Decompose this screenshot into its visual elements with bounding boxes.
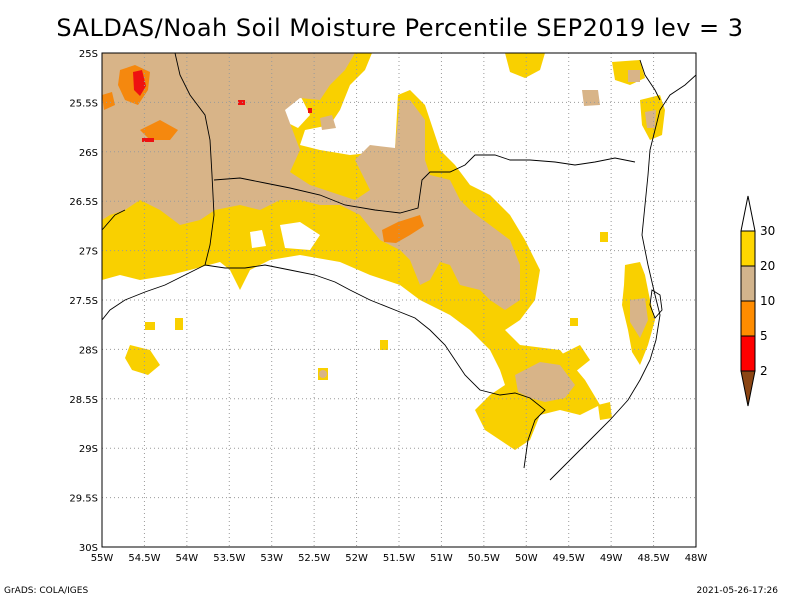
x-tick-label: 54.5W bbox=[128, 553, 160, 564]
class-5-10-patch-west bbox=[140, 120, 178, 140]
legend-label-10: 10 bbox=[760, 294, 775, 308]
y-tick-label: 27.5S bbox=[69, 296, 98, 307]
map-gridlines bbox=[102, 53, 696, 547]
y-tick-label: 27S bbox=[79, 247, 98, 258]
y-tick-label: 25.5S bbox=[69, 98, 98, 109]
political-boundaries bbox=[102, 53, 696, 481]
coastline-lagoon bbox=[639, 59, 661, 101]
x-tick-label: 51W bbox=[430, 553, 453, 564]
class-10-20-patch-coast-north bbox=[645, 110, 656, 128]
class-10-20-patch-coast bbox=[630, 298, 648, 338]
y-tick-label: 28S bbox=[79, 345, 98, 356]
gap-hole-3 bbox=[250, 230, 266, 248]
class-2-5-speck bbox=[308, 108, 312, 113]
x-tick-label: 49.5W bbox=[553, 553, 585, 564]
class-2-5-patch-center bbox=[238, 100, 245, 105]
boundary-uruguay bbox=[102, 264, 206, 321]
color-legend: 30 20 10 5 2 bbox=[740, 195, 775, 407]
legend-cap-top bbox=[740, 195, 756, 232]
class-10-20-patch-north-1 bbox=[582, 90, 600, 106]
y-tick-label: 29S bbox=[79, 444, 98, 455]
class-20-30-speck-2 bbox=[145, 322, 155, 330]
x-tick-label: 52W bbox=[345, 553, 368, 564]
footer-timestamp: 2021-05-26-17:26 bbox=[696, 586, 779, 596]
boundary-argentina-west bbox=[102, 209, 126, 231]
class-20-30-patch-southeast bbox=[560, 345, 590, 372]
class-20-30-speck-1 bbox=[175, 318, 183, 330]
legend-swatch-5-10 bbox=[740, 300, 756, 337]
class-10-20-region-northwest bbox=[102, 53, 520, 310]
soil-moisture-field bbox=[102, 53, 665, 450]
legend-swatch-10-20 bbox=[740, 265, 756, 302]
class-10-20-patch-north-2 bbox=[628, 70, 640, 82]
x-tick-label: 50.5W bbox=[468, 553, 500, 564]
legend-swatch-20-30 bbox=[740, 230, 756, 267]
coastline-island bbox=[649, 289, 663, 319]
legend-label-5: 5 bbox=[760, 329, 768, 343]
boundary-santa-catarina-rio-grande bbox=[204, 264, 546, 469]
x-tick-label: 52.5W bbox=[298, 553, 330, 564]
y-tick-label: 28.5S bbox=[69, 395, 98, 406]
x-tick-label: 48W bbox=[685, 553, 708, 564]
x-tick-label: 53W bbox=[260, 553, 283, 564]
footer-credit: GrADS: COLA/IGES bbox=[4, 586, 89, 596]
y-axis-tick-labels: 25S 25.5S 26S 26.5S 27S 27.5S 28S 28.5S 29S 29.5S… bbox=[69, 49, 98, 554]
legend-label-30: 30 bbox=[760, 224, 775, 238]
class-2-5-patch-west bbox=[142, 138, 154, 142]
y-tick-label: 25S bbox=[79, 49, 98, 60]
y-tick-label: 30S bbox=[79, 543, 98, 554]
x-tick-label: 49W bbox=[600, 553, 623, 564]
class-2-5-patch-northwest bbox=[133, 70, 146, 96]
class-10-20-speck bbox=[319, 370, 327, 378]
class-20-30-speck-6 bbox=[570, 318, 578, 326]
coastline-atlantic bbox=[549, 74, 696, 481]
y-tick-label: 26S bbox=[79, 148, 98, 159]
class-20-30-patch-north-center bbox=[505, 53, 545, 78]
class-20-30-speck-3 bbox=[380, 340, 388, 350]
class-20-30-patch-south bbox=[598, 402, 612, 420]
y-tick-label: 26.5S bbox=[69, 197, 98, 208]
x-axis-tick-labels: 55W 54.5W 54W 53.5W 53W 52.5W 52W 51.5W 51W 50.5W… bbox=[91, 553, 708, 564]
x-tick-label: 55W bbox=[91, 553, 114, 564]
class-10-20-patch-center bbox=[320, 115, 336, 130]
class-5-10-patch-center bbox=[382, 215, 424, 243]
x-tick-label: 53.5W bbox=[213, 553, 245, 564]
class-10-20-region-south bbox=[515, 362, 575, 402]
gap-hole-2 bbox=[280, 222, 320, 250]
legend-label-20: 20 bbox=[760, 259, 775, 273]
boundary-parana-santa-catarina bbox=[213, 154, 636, 214]
y-tick-label: 29.5S bbox=[69, 494, 98, 505]
x-tick-label: 54W bbox=[176, 553, 199, 564]
legend-label-2: 2 bbox=[760, 364, 768, 378]
legend-cap-bottom bbox=[740, 370, 756, 407]
class-20-30-speck-5 bbox=[600, 232, 608, 242]
legend-swatch-2-5 bbox=[740, 335, 756, 372]
map-frame bbox=[101, 52, 697, 548]
class-5-10-patch-north-edge bbox=[102, 92, 115, 110]
class-20-30-patch-southwest bbox=[125, 345, 160, 375]
x-tick-label: 50W bbox=[515, 553, 538, 564]
x-tick-label: 51.5W bbox=[383, 553, 415, 564]
boundary-argentina-brazil bbox=[174, 53, 215, 266]
x-tick-label: 48.5W bbox=[637, 553, 669, 564]
map-title: SALDAS/Noah Soil Moisture Percentile SEP… bbox=[56, 14, 744, 42]
